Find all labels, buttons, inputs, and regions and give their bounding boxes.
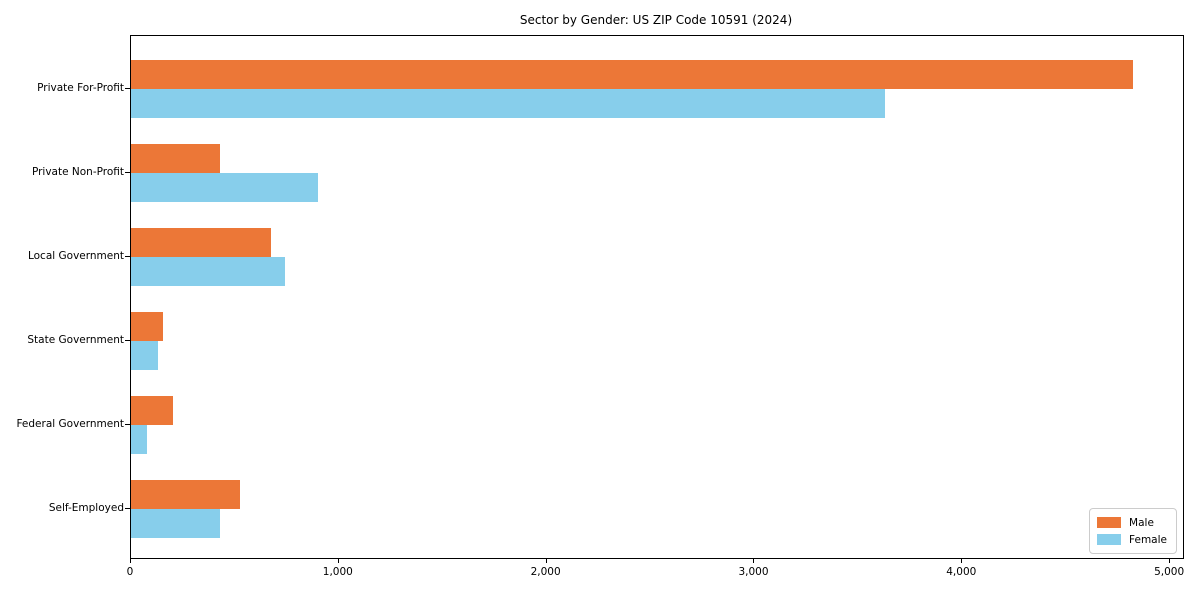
bar-female-1 [131, 173, 319, 202]
legend-swatch-male [1097, 517, 1122, 528]
bar-male-4 [131, 396, 173, 425]
x-tick-label-0: 0 [126, 566, 134, 578]
bar-male-0 [131, 60, 1133, 89]
x-tick-2 [545, 558, 547, 563]
legend-label-male: Male [1129, 516, 1154, 529]
y-tick-label-5: Self-Employed [48, 502, 124, 514]
y-tick-4 [125, 424, 130, 425]
bar-female-0 [131, 89, 886, 118]
y-tick-label-1: Private Non-Profit [31, 166, 124, 178]
x-tick-label-3: 3,000 [738, 566, 769, 578]
bar-female-5 [131, 509, 221, 538]
legend-label-female: Female [1129, 533, 1167, 546]
x-tick-label-2: 2,000 [530, 566, 561, 578]
bar-male-5 [131, 480, 241, 509]
y-tick-5 [125, 508, 130, 509]
plot-area: Male Female [130, 35, 1184, 559]
chart-title: Sector by Gender: US ZIP Code 10591 (202… [519, 13, 793, 27]
bar-male-3 [131, 312, 164, 341]
legend: Male Female [1089, 508, 1177, 554]
y-tick-label-2: Local Government [27, 250, 124, 262]
x-tick-label-4: 4,000 [946, 566, 977, 578]
x-tick-1 [337, 558, 339, 563]
bar-female-3 [131, 341, 159, 370]
y-tick-2 [125, 256, 130, 257]
bar-male-2 [131, 228, 272, 257]
legend-swatch-female [1097, 534, 1122, 545]
legend-item-male: Male [1097, 514, 1167, 531]
y-tick-0 [125, 88, 130, 89]
y-tick-label-0: Private For-Profit [37, 82, 124, 94]
x-tick-label-1: 1,000 [322, 566, 353, 578]
bar-female-2 [131, 257, 285, 286]
x-tick-3 [753, 558, 755, 563]
x-tick-label-5: 5,000 [1154, 566, 1185, 578]
y-tick-label-4: Federal Government [16, 418, 124, 430]
legend-item-female: Female [1097, 531, 1167, 548]
x-tick-0 [130, 558, 131, 563]
y-tick-3 [125, 340, 130, 341]
x-tick-5 [1169, 558, 1171, 563]
x-tick-4 [961, 558, 963, 563]
bar-male-1 [131, 144, 221, 173]
y-tick-label-3: State Government [27, 334, 124, 346]
bar-female-4 [131, 425, 147, 454]
y-tick-1 [125, 172, 130, 173]
